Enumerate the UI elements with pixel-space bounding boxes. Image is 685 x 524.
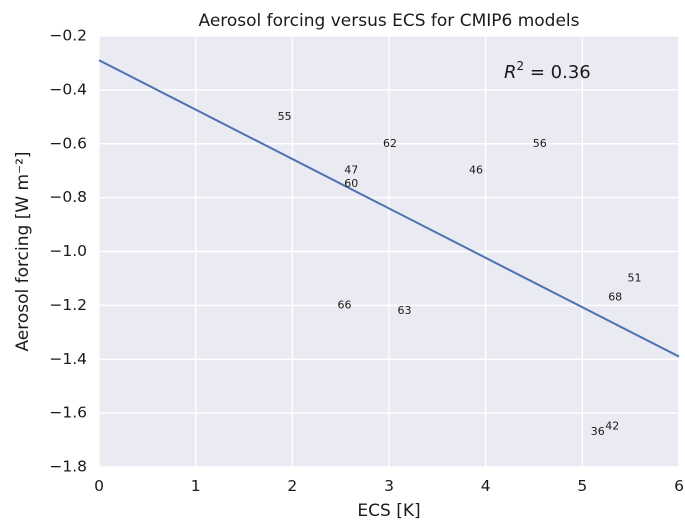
chart-title: Aerosol forcing versus ECS for CMIP6 mod… bbox=[198, 11, 579, 31]
r-squared-annotation: R2 = 0.36 bbox=[504, 59, 591, 83]
x-tick-label: 6 bbox=[674, 477, 684, 495]
r2-value: = 0.36 bbox=[524, 62, 591, 83]
x-tick-label: 4 bbox=[481, 477, 491, 495]
y-axis-ticks: −0.2 −0.4 −0.6 −0.8 −1.0 −1.2 −1.4 −1.6 −1.8 bbox=[49, 27, 87, 476]
y-tick-label: −1.4 bbox=[49, 350, 87, 368]
x-axis-ticks: 0 1 2 3 4 5 6 bbox=[94, 477, 684, 495]
x-tick-label: 5 bbox=[577, 477, 587, 495]
x-tick-label: 1 bbox=[191, 477, 201, 495]
x-tick-label: 3 bbox=[384, 477, 394, 495]
y-tick-label: −0.4 bbox=[49, 80, 87, 98]
data-point-label: 46 bbox=[469, 164, 483, 177]
data-point-label: 62 bbox=[383, 137, 397, 150]
point-labels: 55 62 56 47 46 60 51 68 66 63 36 42 bbox=[278, 110, 642, 438]
y-tick-label: −1.0 bbox=[49, 242, 87, 260]
data-point-label: 60 bbox=[344, 177, 358, 190]
data-point-label: 51 bbox=[628, 271, 642, 284]
regression-line-group bbox=[98, 59, 680, 358]
grid-lines bbox=[98, 35, 680, 468]
y-tick-label: −1.2 bbox=[49, 296, 87, 314]
data-point-label: 56 bbox=[533, 137, 547, 150]
y-tick-label: −1.6 bbox=[49, 404, 87, 422]
data-point-label: 36 bbox=[591, 425, 605, 438]
y-axis-label: Aerosol forcing [W m⁻²] bbox=[13, 151, 33, 351]
y-tick-label: −0.6 bbox=[49, 134, 87, 152]
data-point-label: 68 bbox=[608, 290, 622, 303]
x-axis-label: ECS [K] bbox=[357, 501, 420, 521]
r2-symbol: R bbox=[504, 62, 517, 83]
data-point-label: 55 bbox=[278, 110, 292, 123]
regression-line bbox=[98, 59, 680, 358]
r2-exponent: 2 bbox=[517, 59, 525, 73]
data-point-label: 42 bbox=[605, 420, 619, 433]
y-tick-label: −1.8 bbox=[49, 458, 87, 476]
data-point-label: 66 bbox=[338, 298, 352, 311]
data-point-label: 63 bbox=[397, 304, 411, 317]
data-point-label: 47 bbox=[344, 164, 358, 177]
y-tick-label: −0.8 bbox=[49, 188, 87, 206]
x-tick-label: 0 bbox=[94, 477, 104, 495]
y-tick-label: −0.2 bbox=[49, 27, 87, 45]
x-tick-label: 2 bbox=[287, 477, 297, 495]
